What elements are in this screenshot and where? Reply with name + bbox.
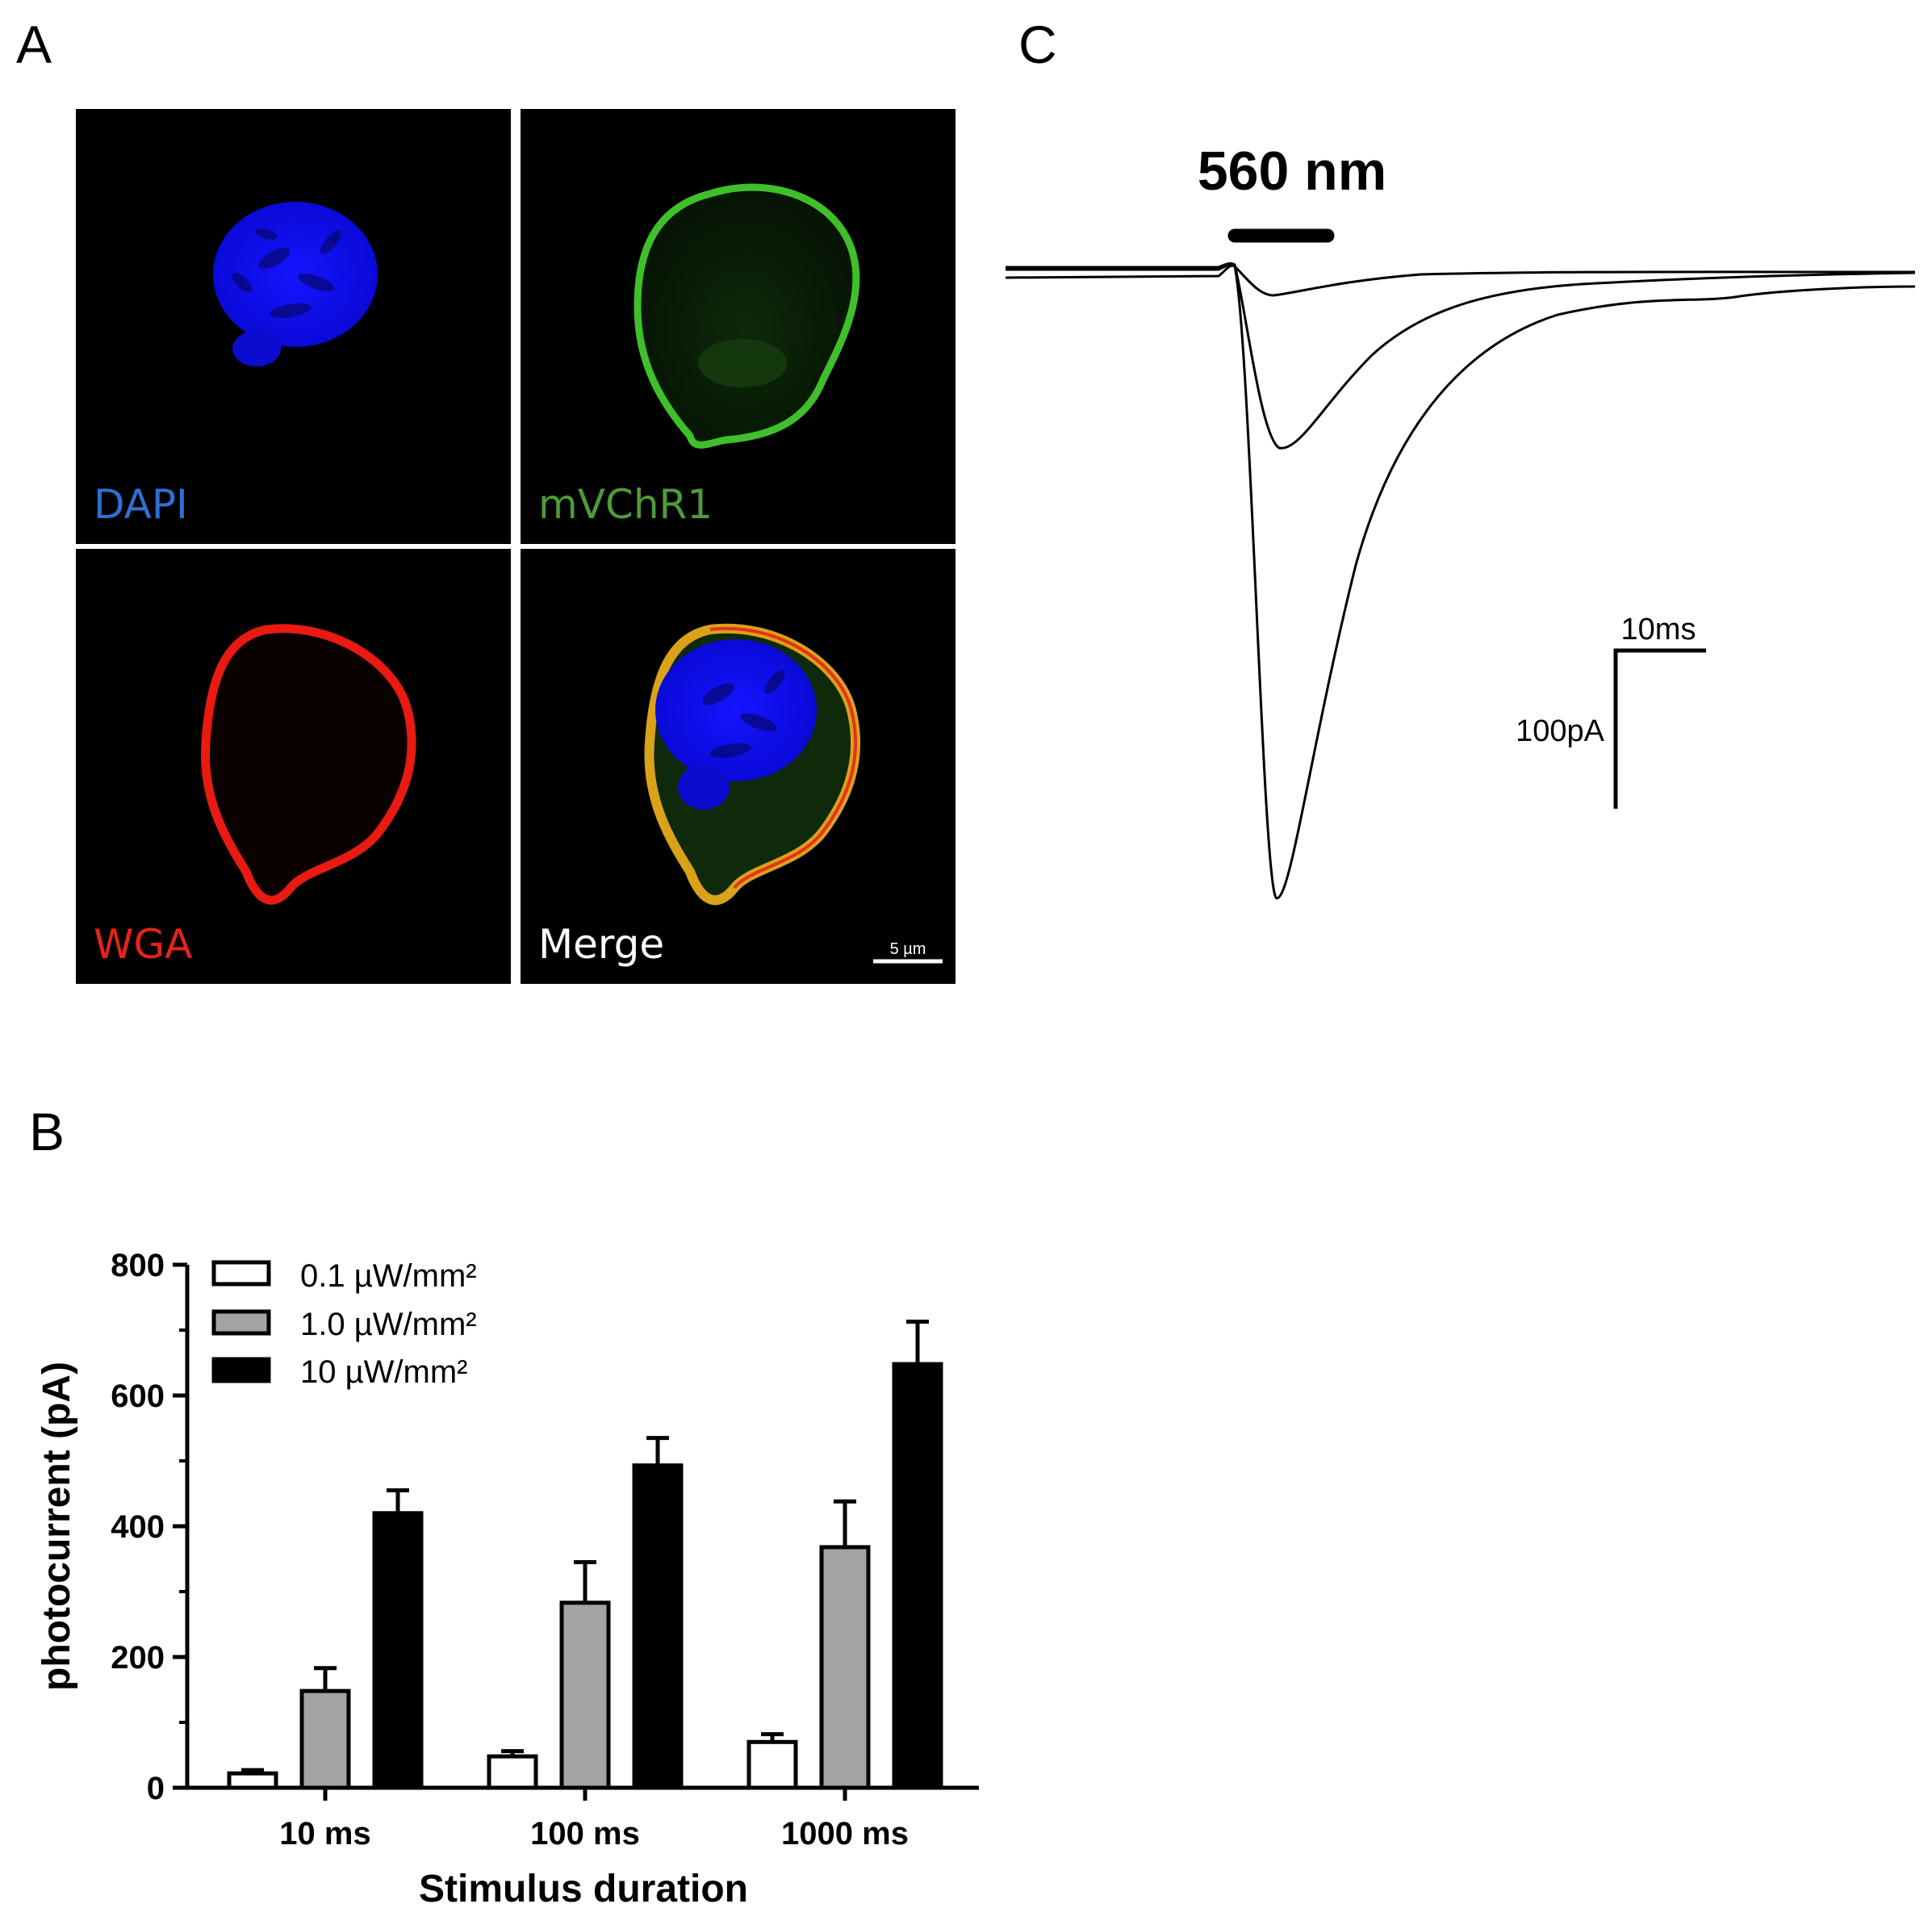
legend: 0.1 µW/mm² 1.0 µW/mm² 10 µW/mm² [211,1258,477,1390]
micrograph-scale-label: 5 µm [890,940,926,958]
bar-s1-c2 [819,1545,871,1790]
trace-high [1005,264,1916,900]
trace-medium [1006,262,1916,450]
bar-s0-c0 [227,1771,278,1790]
legend-swatch-1 [211,1309,271,1336]
panel-letter-a: A [16,15,52,74]
bar-s0-c2 [746,1739,798,1790]
legend-swatch-0 [211,1260,271,1287]
panel-letter-b: B [29,1102,65,1161]
y-tick-label: 0 [147,1771,165,1806]
legend-label-0: 0.1 µW/mm² [300,1258,477,1294]
x-tick-label: 10 ms [279,1816,370,1852]
y-tick-label: 200 [111,1640,165,1676]
merge-nucleus [655,639,817,781]
y-ticks: 0 200 400 600 800 [111,1248,187,1806]
micrograph-merge: Merge 5 µm [521,549,956,984]
y-tick-label: 800 [111,1248,165,1283]
bars [227,1319,943,1790]
label-dapi: DAPI [94,481,188,528]
bar-s1-c1 [559,1601,611,1790]
bar-s0-c1 [487,1754,538,1790]
micrograph-wga: WGA [76,549,511,984]
bar-chart: 0 200 400 600 800 10 ms 100 ms 1000 ms photocu… [36,1248,979,1910]
label-mvchr1: mVChR1 [538,481,713,528]
y-axis-title: photocurrent (pA) [36,1362,78,1691]
y-tick-label: 400 [111,1509,165,1545]
stimulus-label: 560 nm [1198,140,1386,202]
micrograph-grid: DAPI mVChR1 WGA [76,109,956,984]
trace-scale-bar [1613,648,1706,809]
bar-s2-c0 [372,1511,424,1790]
bar-s2-c1 [632,1463,684,1790]
bar-s1-c0 [299,1688,351,1790]
x-axis-title: Stimulus duration [419,1868,748,1910]
legend-swatch-2 [211,1357,271,1383]
y-tick-label: 600 [111,1379,165,1414]
scale-bar-current-label: 100pA [1516,714,1605,748]
wga-membrane [200,624,416,905]
micrograph-mvchr1: mVChR1 [521,109,956,544]
label-wga: WGA [94,921,192,968]
x-ticks: 10 ms 100 ms 1000 ms [279,1788,909,1852]
x-tick-label: 1000 ms [781,1816,909,1852]
trace-panel: 560 nm 10ms 100pA [1005,140,1916,900]
micrograph-dapi: DAPI [76,109,511,544]
label-merge: Merge [538,921,664,968]
scale-bar-time-label: 10ms [1621,613,1696,646]
bar-s2-c2 [892,1362,943,1790]
x-tick-label: 100 ms [530,1816,640,1852]
panel-letter-c: C [1018,15,1057,74]
legend-label-1: 1.0 µW/mm² [300,1307,477,1342]
mvchr1-membrane [634,183,860,449]
legend-label-2: 10 µW/mm² [300,1354,467,1390]
